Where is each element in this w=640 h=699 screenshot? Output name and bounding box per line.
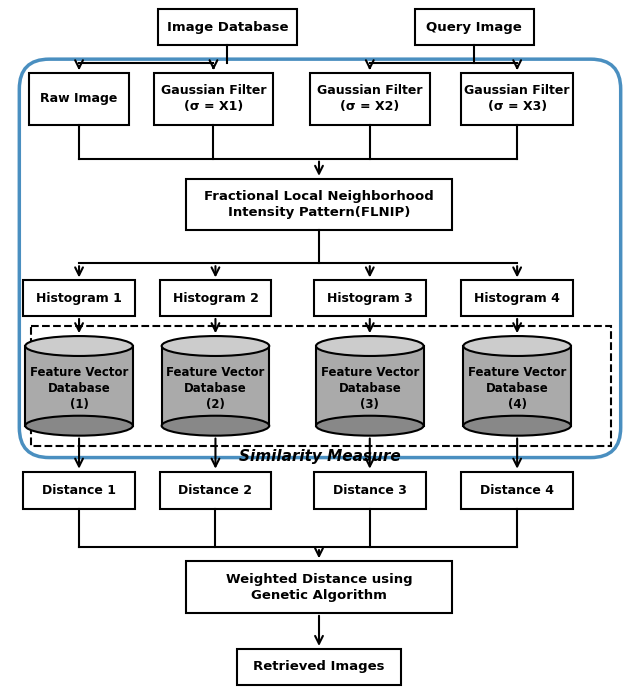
Text: Query Image: Query Image (426, 21, 522, 34)
Ellipse shape (162, 336, 269, 356)
Ellipse shape (26, 336, 133, 356)
Polygon shape (26, 346, 133, 426)
Text: Distance 4: Distance 4 (480, 484, 554, 497)
Text: Distance 1: Distance 1 (42, 484, 116, 497)
Polygon shape (463, 346, 571, 426)
FancyBboxPatch shape (31, 326, 611, 446)
Text: Retrieved Images: Retrieved Images (253, 661, 385, 673)
Text: Gaussian Filter
(σ = X3): Gaussian Filter (σ = X3) (465, 85, 570, 113)
Text: Histogram 3: Histogram 3 (327, 291, 413, 305)
FancyBboxPatch shape (29, 73, 129, 125)
Text: Feature Vector
Database
(3): Feature Vector Database (3) (321, 366, 419, 411)
Ellipse shape (26, 416, 133, 435)
FancyBboxPatch shape (461, 73, 573, 125)
Text: Histogram 1: Histogram 1 (36, 291, 122, 305)
FancyBboxPatch shape (19, 59, 621, 458)
FancyBboxPatch shape (23, 280, 135, 316)
Ellipse shape (316, 416, 424, 435)
Text: Feature Vector
Database
(4): Feature Vector Database (4) (468, 366, 566, 411)
Text: Gaussian Filter
(σ = X2): Gaussian Filter (σ = X2) (317, 85, 422, 113)
FancyBboxPatch shape (415, 9, 534, 45)
Text: Similarity Measure: Similarity Measure (239, 449, 401, 464)
FancyBboxPatch shape (157, 9, 297, 45)
Ellipse shape (463, 416, 571, 435)
FancyBboxPatch shape (160, 280, 271, 316)
Text: Gaussian Filter
(σ = X1): Gaussian Filter (σ = X1) (161, 85, 266, 113)
FancyBboxPatch shape (237, 649, 401, 684)
Text: Image Database: Image Database (166, 21, 288, 34)
Text: Fractional Local Neighborhood
Intensity Pattern(FLNIP): Fractional Local Neighborhood Intensity … (204, 190, 434, 219)
FancyBboxPatch shape (310, 73, 429, 125)
FancyBboxPatch shape (461, 280, 573, 316)
FancyBboxPatch shape (186, 561, 452, 613)
FancyBboxPatch shape (461, 472, 573, 510)
Text: Histogram 4: Histogram 4 (474, 291, 560, 305)
FancyBboxPatch shape (23, 472, 135, 510)
Ellipse shape (463, 336, 571, 356)
Polygon shape (316, 346, 424, 426)
Ellipse shape (162, 416, 269, 435)
Text: Distance 2: Distance 2 (179, 484, 252, 497)
Polygon shape (162, 346, 269, 426)
Ellipse shape (316, 336, 424, 356)
FancyBboxPatch shape (160, 472, 271, 510)
FancyBboxPatch shape (154, 73, 273, 125)
FancyBboxPatch shape (314, 280, 426, 316)
FancyBboxPatch shape (186, 179, 452, 231)
Text: Feature Vector
Database
(2): Feature Vector Database (2) (166, 366, 265, 411)
FancyBboxPatch shape (314, 472, 426, 510)
Text: Raw Image: Raw Image (40, 92, 118, 106)
Text: Weighted Distance using
Genetic Algorithm: Weighted Distance using Genetic Algorith… (226, 572, 412, 602)
Text: Distance 3: Distance 3 (333, 484, 407, 497)
Text: Histogram 2: Histogram 2 (173, 291, 259, 305)
Text: Feature Vector
Database
(1): Feature Vector Database (1) (30, 366, 128, 411)
